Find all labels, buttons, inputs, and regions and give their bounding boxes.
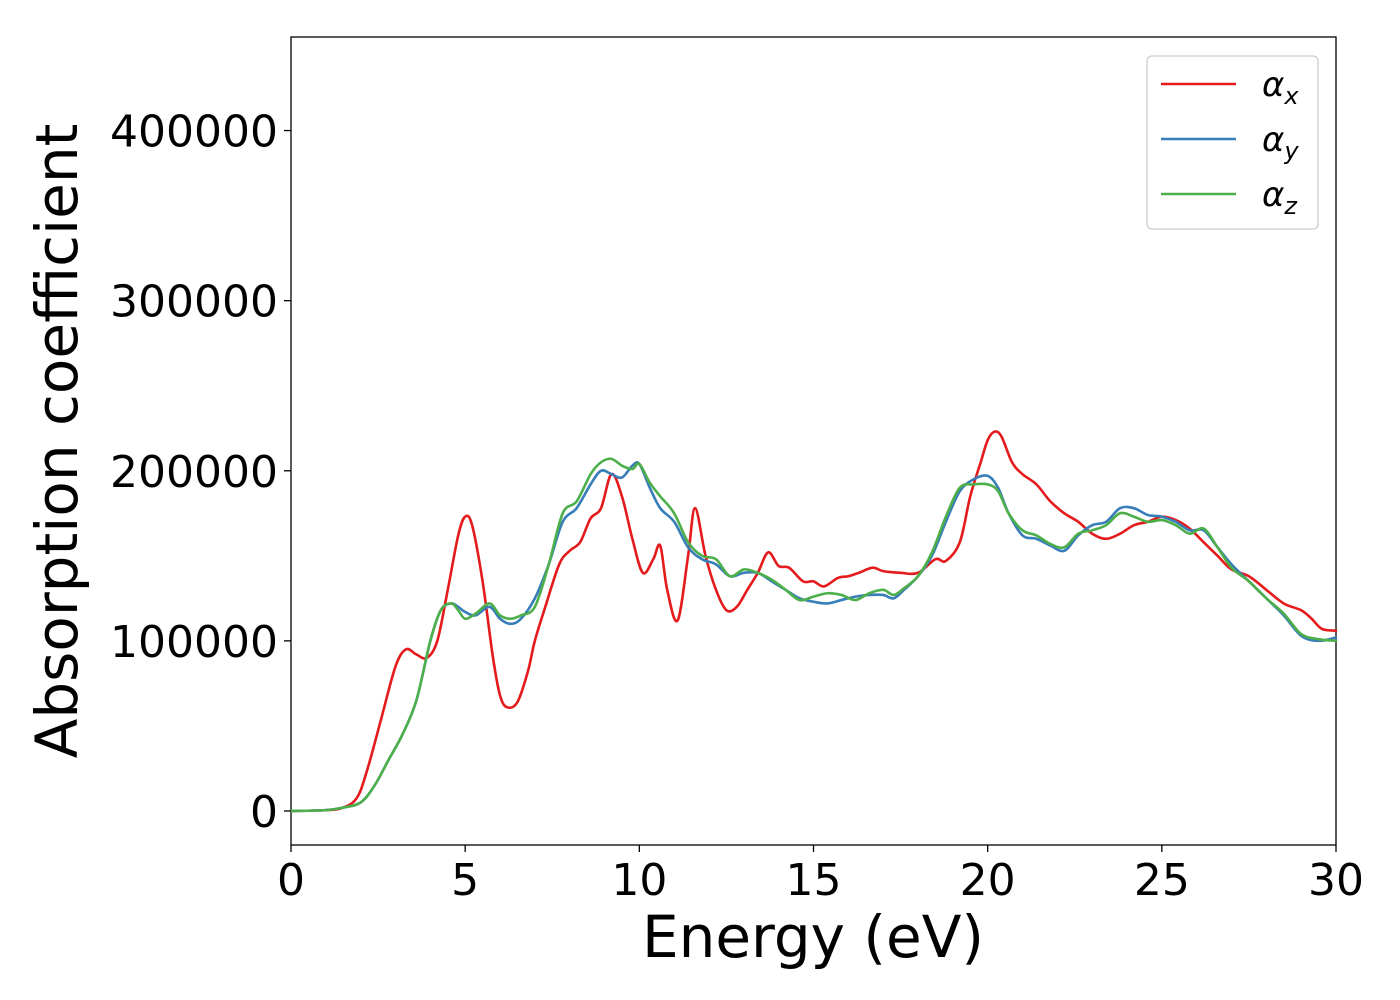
legend-label-x: αx — [1262, 65, 1299, 110]
y-tick-label: 100000 — [110, 617, 278, 668]
y-tick-label: 300000 — [110, 277, 278, 328]
legend-box — [1146, 55, 1319, 230]
y-axis-label: Absorption coefficient — [23, 124, 91, 759]
x-tick-label: 5 — [451, 855, 479, 906]
y-tick-label: 0 — [250, 787, 278, 838]
x-axis-ticks: 0 5 10 15 20 25 30 — [277, 845, 1364, 906]
x-tick-label: 20 — [960, 855, 1016, 906]
y-tick-label: 400000 — [110, 107, 278, 158]
legend-label-y: αy — [1262, 120, 1299, 165]
legend-items: αx αy αz — [1161, 65, 1299, 220]
x-tick-label: 25 — [1134, 855, 1190, 906]
x-axis-label: Energy (eV) — [642, 903, 984, 971]
series-line-x — [289, 430, 1338, 813]
x-tick-label: 0 — [277, 855, 305, 906]
x-tick-label: 15 — [786, 855, 842, 906]
x-tick-label: 30 — [1308, 855, 1364, 906]
legend-label-z: αz — [1262, 175, 1298, 220]
y-axis-ticks: 0 100000 200000 300000 400000 — [110, 107, 291, 838]
x-tick-label: 10 — [611, 855, 667, 906]
series-line-z — [289, 457, 1338, 813]
y-tick-label: 200000 — [110, 447, 278, 498]
legend: αx αy αz — [1146, 55, 1319, 230]
series-layer — [289, 430, 1338, 813]
